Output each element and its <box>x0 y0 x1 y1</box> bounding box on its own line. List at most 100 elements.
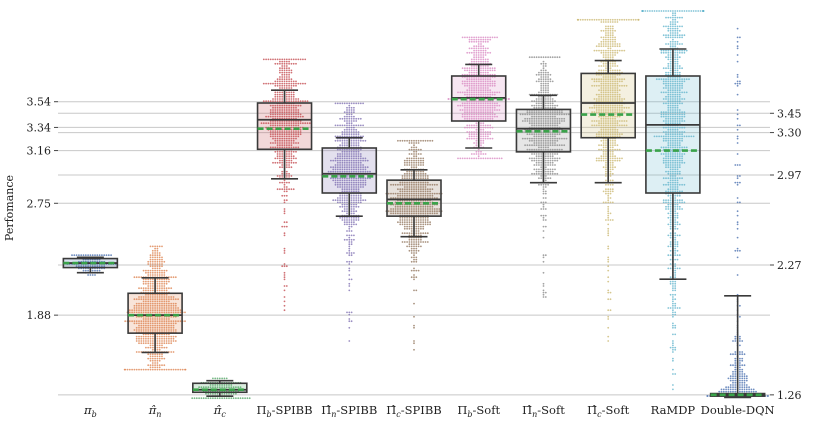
swarm-point <box>484 153 487 155</box>
swarm-point <box>230 397 233 400</box>
swarm-point <box>431 194 434 197</box>
swarm-point <box>464 117 466 120</box>
swarm-point <box>473 91 475 94</box>
swarm-point <box>403 186 406 188</box>
swarm-point <box>480 106 482 109</box>
swarm-point <box>336 124 339 127</box>
swarm-point <box>168 340 170 342</box>
swarm-point <box>142 311 145 314</box>
swarm-point <box>288 104 290 107</box>
swarm-point <box>297 135 300 138</box>
swarm-point <box>431 210 434 213</box>
swarm-point <box>290 144 293 147</box>
swarm-point <box>359 148 362 151</box>
swarm-point <box>614 144 616 147</box>
swarm-point <box>138 329 140 331</box>
swarm-point <box>674 10 677 12</box>
swarm-point <box>265 82 267 85</box>
swarm-point <box>339 102 341 105</box>
swarm-point <box>426 223 429 226</box>
swarm-point <box>149 318 152 320</box>
swarm-point <box>359 201 362 204</box>
swarm-point <box>609 27 612 30</box>
swarm-point <box>158 256 161 259</box>
swarm-point <box>140 324 143 327</box>
swarm-point <box>558 56 561 59</box>
swarm-point <box>269 122 272 125</box>
swarm-point <box>468 157 471 160</box>
swarm-point <box>611 25 614 28</box>
swarm-point <box>605 25 607 28</box>
swarm-point <box>487 93 489 96</box>
swarm-point <box>464 36 466 39</box>
swarm-point <box>147 311 150 314</box>
swarm-point <box>332 170 335 173</box>
swarm-point <box>408 186 411 188</box>
swarm-point <box>279 67 281 70</box>
swarm-point <box>611 179 614 182</box>
swarm-point <box>551 157 554 160</box>
swarm-point <box>346 115 348 118</box>
swarm-point <box>544 153 547 155</box>
swarm-point <box>288 157 290 160</box>
swarm-point <box>542 148 545 151</box>
swarm-point <box>151 265 154 268</box>
swarm-point <box>348 131 351 133</box>
swarm-point <box>359 157 362 160</box>
swarm-point <box>151 309 154 312</box>
swarm-point <box>343 188 346 191</box>
swarm-point <box>302 58 304 61</box>
swarm-point <box>473 36 475 39</box>
swarm-point <box>605 51 607 54</box>
swarm-point <box>614 38 616 41</box>
swarm-point <box>410 260 413 263</box>
swarm-point <box>288 150 290 153</box>
swarm-point <box>426 232 429 235</box>
swarm-point <box>223 397 226 400</box>
swarm-point <box>542 208 545 210</box>
swarm-point <box>579 18 582 21</box>
swarm-point <box>473 133 475 136</box>
swarm-point <box>554 168 556 171</box>
swarm-point <box>408 157 411 160</box>
swarm-point <box>281 159 284 162</box>
swarm-point <box>674 276 677 279</box>
swarm-point <box>609 144 612 147</box>
swarm-point <box>281 100 284 103</box>
swarm-point <box>544 80 547 83</box>
swarm-point <box>609 175 612 177</box>
swarm-point <box>413 243 415 246</box>
swarm-point <box>493 82 496 85</box>
swarm-point <box>302 122 304 125</box>
swarm-point <box>401 221 404 224</box>
swarm-point <box>151 269 154 272</box>
swarm-point <box>214 392 217 395</box>
swarm-point <box>142 300 145 303</box>
swarm-point <box>544 89 547 92</box>
swarm-point <box>163 289 166 292</box>
swarm-point <box>156 307 159 309</box>
swarm-point <box>283 179 286 182</box>
swarm-point <box>359 161 362 164</box>
swarm-point <box>262 82 265 85</box>
swarm-point <box>147 260 150 263</box>
swarm-point <box>297 113 300 116</box>
swarm-point <box>353 102 355 105</box>
swarm-point <box>547 148 549 151</box>
swarm-point <box>401 201 404 204</box>
swarm-point <box>279 106 281 109</box>
swarm-point <box>158 271 161 274</box>
swarm-point <box>480 89 482 92</box>
swarm-point <box>156 340 159 342</box>
swarm-point <box>547 87 549 89</box>
swarm-point <box>547 157 549 160</box>
swarm-point <box>477 60 480 63</box>
swarm-point <box>151 252 154 254</box>
swarm-point <box>156 333 159 336</box>
swarm-point <box>343 210 346 213</box>
swarm-point <box>161 245 163 248</box>
swarm-point <box>283 109 286 111</box>
swarm-point <box>397 139 399 142</box>
swarm-point <box>600 43 603 45</box>
swarm-point <box>295 146 297 149</box>
